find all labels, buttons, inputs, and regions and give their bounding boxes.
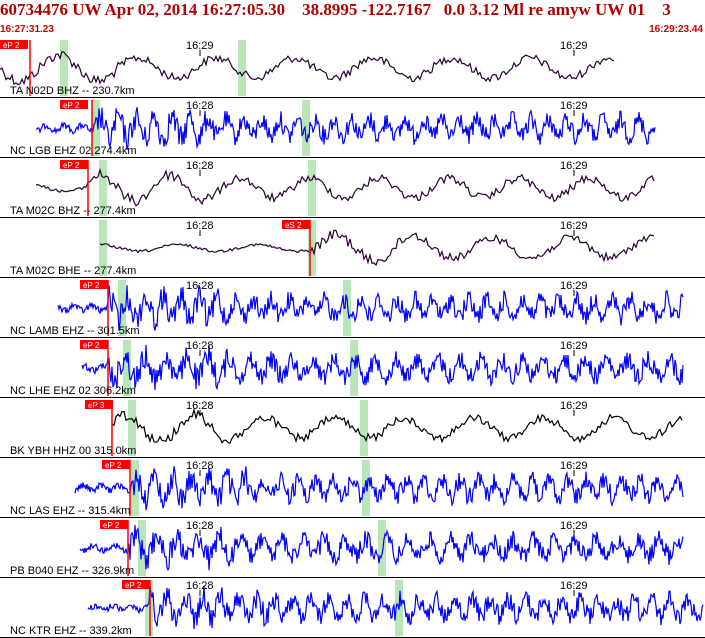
waveform (81, 344, 684, 391)
waveform (87, 585, 704, 630)
station-label: NC KTR EHZ -- 339.2km (10, 625, 132, 637)
station-label: NC LAMB EHZ -- 301.5km (10, 325, 140, 337)
pick-marker[interactable] (80, 280, 108, 289)
trace-panel: eP 2 16:29 16:29 TA N02D BHZ -- 230.7km eP 2… (0, 38, 705, 638)
trace-row[interactable]: eP 2 16:28 16:29 TA M02C BHZ -- 277.4km (0, 160, 705, 218)
phase-window (128, 400, 136, 456)
time-tick: 16:28 (186, 220, 214, 232)
event-title: 60734476 UW Apr 02, 2014 16:27:05.30 38.… (0, 0, 705, 22)
phase-window (308, 160, 316, 216)
pick-marker[interactable] (282, 220, 310, 229)
station-label: NC LAS EHZ -- 315.4km (10, 505, 130, 517)
pick-label: eP 2 (125, 581, 142, 590)
pick-marker[interactable] (80, 340, 108, 349)
pick-marker[interactable] (100, 520, 128, 529)
trace-row[interactable]: eP 2 16:28 16:29 NC LAS EHZ -- 315.4km (0, 460, 705, 518)
window-end-time: 16:29:23.44 (649, 24, 703, 35)
pick-label: eS 2 (285, 221, 302, 230)
waveform (74, 466, 684, 511)
station-label: PB B040 EHZ -- 326.9km (10, 565, 134, 577)
trace-row[interactable]: eS 2 16:28 16:29 TA M02C BHE -- 277.4km (0, 220, 705, 278)
phase-window (92, 100, 100, 156)
time-tick: 16:29 (560, 280, 588, 292)
time-tick: 16:29 (560, 520, 588, 532)
time-tick: 16:29 (560, 220, 588, 232)
trace-row[interactable]: eP 3 16:28 16:29 BK YBH HHZ 00 315.0km (0, 400, 705, 458)
station-label: NC LGB EHZ 02 274.4km (10, 145, 137, 157)
time-tick: 16:28 (186, 280, 214, 292)
phase-window (238, 40, 246, 96)
waveform (99, 229, 655, 267)
time-tick: 16:28 (186, 400, 214, 412)
waveform (111, 407, 683, 444)
pick-label: eP 2 (105, 461, 122, 470)
pick-label: eP 2 (103, 521, 120, 530)
pick-label: eP 2 (63, 161, 80, 170)
time-tick: 16:29 (186, 40, 214, 52)
pick-marker[interactable] (122, 580, 150, 589)
time-tick: 16:28 (186, 100, 214, 112)
time-tick: 16:29 (560, 40, 588, 52)
time-tick: 16:28 (186, 340, 214, 352)
pick-label: eP 3 (88, 401, 105, 410)
trace-row[interactable]: eP 2 16:28 16:29 NC LHE EHZ 02 306.2km (0, 340, 705, 398)
pick-marker[interactable] (60, 100, 88, 109)
time-tick: 16:29 (560, 100, 588, 112)
waveform (79, 525, 684, 572)
pick-label: eP 2 (83, 341, 100, 350)
station-label: NC LHE EHZ 02 306.2km (10, 385, 136, 397)
window-start-time: 16:27:31.23 (0, 24, 54, 35)
phase-window (362, 460, 370, 516)
phase-window (360, 400, 368, 456)
time-tick: 16:28 (186, 460, 214, 472)
trace-row[interactable]: eP 2 16:29 16:29 TA N02D BHZ -- 230.7km (0, 40, 705, 98)
phase-window (123, 340, 131, 396)
time-tick: 16:28 (186, 160, 214, 172)
station-label: TA M02C BHE -- 277.4km (10, 265, 136, 277)
trace-row[interactable]: eP 2 16:28 16:29 PB B040 EHZ -- 326.9km (0, 520, 705, 578)
pick-label: eP 2 (3, 41, 20, 50)
phase-window (60, 40, 68, 96)
trace-row[interactable]: eP 2 16:28 16:29 NC KTR EHZ -- 339.2km (0, 580, 705, 638)
time-tick: 16:29 (560, 580, 588, 592)
trace-row[interactable]: eP 2 16:28 16:29 NC LAMB EHZ -- 301.5km (0, 280, 705, 338)
phase-window (145, 580, 153, 636)
phase-window (350, 340, 358, 396)
pick-label: eP 2 (83, 281, 100, 290)
station-label: BK YBH HHZ 00 315.0km (10, 445, 136, 457)
waveform (57, 284, 684, 331)
phase-window (99, 220, 107, 276)
waveform (0, 50, 615, 86)
station-label: TA N02D BHZ -- 230.7km (10, 85, 135, 97)
time-tick: 16:28 (186, 520, 214, 532)
phase-window (343, 280, 351, 336)
pick-marker[interactable] (102, 460, 130, 469)
time-tick: 16:29 (560, 340, 588, 352)
phase-window (378, 520, 386, 576)
waveform (35, 107, 656, 150)
station-label: TA M02C BHZ -- 277.4km (10, 205, 136, 217)
pick-label: eP 2 (63, 101, 80, 110)
waveform (35, 167, 655, 207)
pick-marker[interactable] (0, 40, 28, 49)
time-tick: 16:29 (560, 460, 588, 472)
phase-window (302, 100, 310, 156)
phase-window (99, 160, 107, 216)
pick-marker[interactable] (60, 160, 88, 169)
time-tick: 16:28 (186, 580, 214, 592)
pick-marker[interactable] (85, 400, 113, 409)
time-tick: 16:29 (560, 400, 588, 412)
trace-row[interactable]: eP 2 16:28 16:29 NC LGB EHZ 02 274.4km (0, 100, 705, 158)
time-tick: 16:29 (560, 160, 588, 172)
